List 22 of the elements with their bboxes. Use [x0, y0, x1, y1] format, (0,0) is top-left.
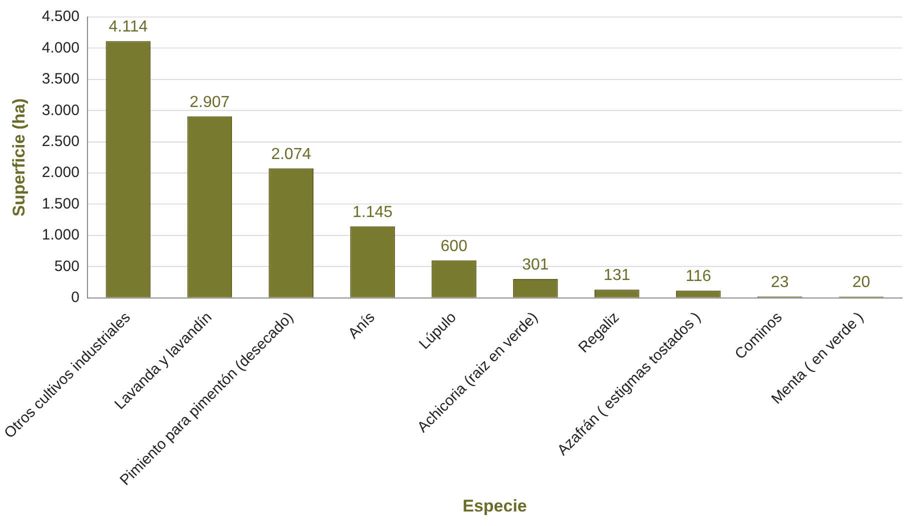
- data-label: 301: [522, 256, 549, 274]
- data-label: 2.074: [271, 146, 312, 163]
- y-tick-label: 500: [54, 258, 80, 275]
- y-axis-title: Superficie (ha): [9, 98, 28, 216]
- x-axis-title: Especie: [462, 496, 527, 516]
- y-tick-label: 2.500: [42, 132, 80, 150]
- y-tick-label: 4.000: [42, 39, 80, 56]
- data-label: 116: [686, 268, 712, 286]
- data-label: 2.907: [190, 94, 230, 111]
- y-tick-label: 2.000: [42, 164, 80, 182]
- data-label: 600: [440, 238, 468, 255]
- data-label: 23: [770, 274, 789, 291]
- y-tick-label: 3.500: [42, 70, 80, 88]
- y-tick-label: 1.500: [42, 195, 80, 212]
- y-tick-label: 4.500: [42, 8, 80, 26]
- y-tick-label: 3.000: [42, 102, 80, 119]
- data-label: 1.145: [352, 204, 393, 221]
- y-tick-label: 0: [71, 288, 80, 306]
- data-label: 4.114: [108, 18, 148, 36]
- data-label: 131: [604, 267, 630, 284]
- y-tick-label: 1.000: [42, 226, 80, 244]
- data-label: 20: [852, 274, 870, 291]
